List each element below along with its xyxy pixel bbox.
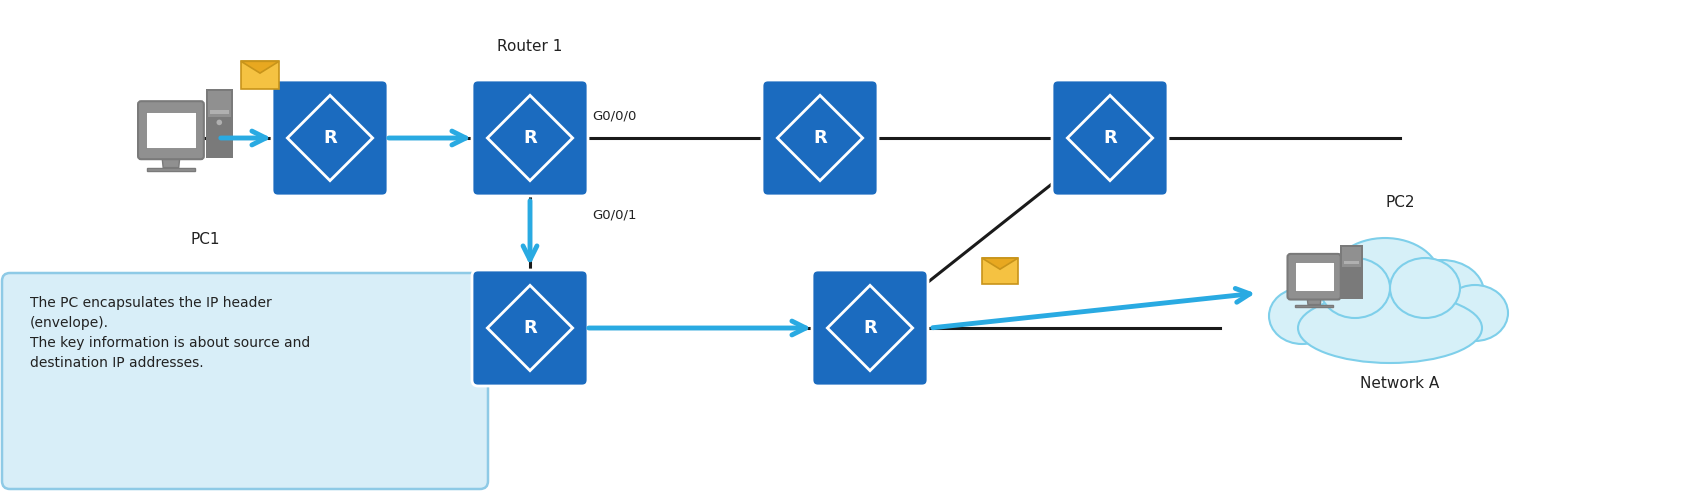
Text: R: R bbox=[323, 129, 337, 147]
Polygon shape bbox=[982, 258, 1018, 269]
Text: R: R bbox=[523, 319, 536, 337]
Ellipse shape bbox=[1400, 260, 1485, 326]
Text: R: R bbox=[1103, 129, 1116, 147]
FancyBboxPatch shape bbox=[206, 89, 233, 158]
Polygon shape bbox=[162, 156, 179, 168]
FancyBboxPatch shape bbox=[1287, 254, 1341, 300]
Ellipse shape bbox=[1331, 238, 1441, 318]
Ellipse shape bbox=[1268, 288, 1334, 344]
Ellipse shape bbox=[1294, 263, 1376, 329]
FancyBboxPatch shape bbox=[147, 168, 194, 171]
FancyBboxPatch shape bbox=[272, 80, 387, 196]
FancyBboxPatch shape bbox=[139, 101, 205, 159]
Text: R: R bbox=[813, 129, 827, 147]
FancyBboxPatch shape bbox=[982, 258, 1018, 284]
Ellipse shape bbox=[1299, 293, 1481, 363]
Ellipse shape bbox=[1321, 258, 1390, 318]
Text: PC1: PC1 bbox=[191, 232, 220, 247]
FancyBboxPatch shape bbox=[2, 273, 489, 489]
FancyBboxPatch shape bbox=[1295, 262, 1334, 291]
FancyBboxPatch shape bbox=[812, 270, 928, 386]
FancyBboxPatch shape bbox=[1295, 305, 1333, 307]
Text: The PC encapsulates the IP header
(envelope).
The key information is about sourc: The PC encapsulates the IP header (envel… bbox=[30, 296, 309, 370]
Text: Router 1: Router 1 bbox=[497, 39, 563, 54]
Polygon shape bbox=[242, 61, 279, 73]
FancyBboxPatch shape bbox=[210, 110, 228, 114]
FancyBboxPatch shape bbox=[145, 112, 196, 148]
Polygon shape bbox=[1307, 296, 1321, 305]
FancyBboxPatch shape bbox=[1341, 245, 1363, 298]
Text: R: R bbox=[523, 129, 536, 147]
FancyBboxPatch shape bbox=[1052, 80, 1168, 196]
Text: G0/0/1: G0/0/1 bbox=[592, 208, 636, 221]
Circle shape bbox=[216, 120, 222, 125]
FancyBboxPatch shape bbox=[1344, 261, 1360, 264]
Text: Network A: Network A bbox=[1360, 376, 1439, 391]
FancyBboxPatch shape bbox=[242, 61, 279, 89]
FancyBboxPatch shape bbox=[472, 80, 588, 196]
FancyBboxPatch shape bbox=[472, 270, 588, 386]
Ellipse shape bbox=[1442, 285, 1508, 341]
Text: R: R bbox=[862, 319, 878, 337]
Text: G0/0/0: G0/0/0 bbox=[592, 109, 636, 122]
Text: PC2: PC2 bbox=[1385, 195, 1415, 210]
FancyBboxPatch shape bbox=[1343, 247, 1361, 267]
FancyBboxPatch shape bbox=[763, 80, 878, 196]
Ellipse shape bbox=[1390, 258, 1459, 318]
FancyBboxPatch shape bbox=[208, 91, 232, 117]
